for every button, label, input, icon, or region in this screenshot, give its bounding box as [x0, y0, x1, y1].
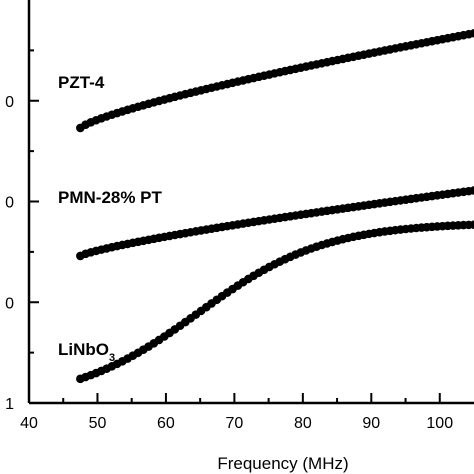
series-label: PZT-4: [58, 73, 105, 92]
x-tick-label: 80: [294, 415, 312, 432]
series-label: LiNbO3: [58, 340, 115, 364]
x-tick-label: 50: [89, 415, 107, 432]
y-tick-label: 0: [5, 94, 14, 111]
x-tick-label: 60: [157, 415, 175, 432]
series-points: [76, 28, 474, 384]
x-tick-label: 40: [20, 415, 38, 432]
y-tick-label: 1: [5, 396, 14, 413]
series-label: PMN-28% PT: [58, 188, 163, 207]
x-tick-label: 100: [426, 415, 453, 432]
data-point: [469, 220, 474, 229]
x-tick-label: 90: [362, 415, 380, 432]
x-tick-label: 70: [225, 415, 243, 432]
x-axis-title: Frequency (MHz): [217, 454, 348, 473]
data-point: [469, 28, 474, 38]
y-axis: 0 0 0 1: [5, 49, 39, 413]
y-tick-label: 0: [5, 295, 14, 312]
y-tick-label: 0: [5, 195, 14, 212]
series-labels: PZT-4 PMN-28% PT LiNbO3: [58, 73, 163, 364]
x-axis: 40 50 60 70 80 90 100: [20, 393, 453, 432]
data-point: [469, 186, 474, 195]
